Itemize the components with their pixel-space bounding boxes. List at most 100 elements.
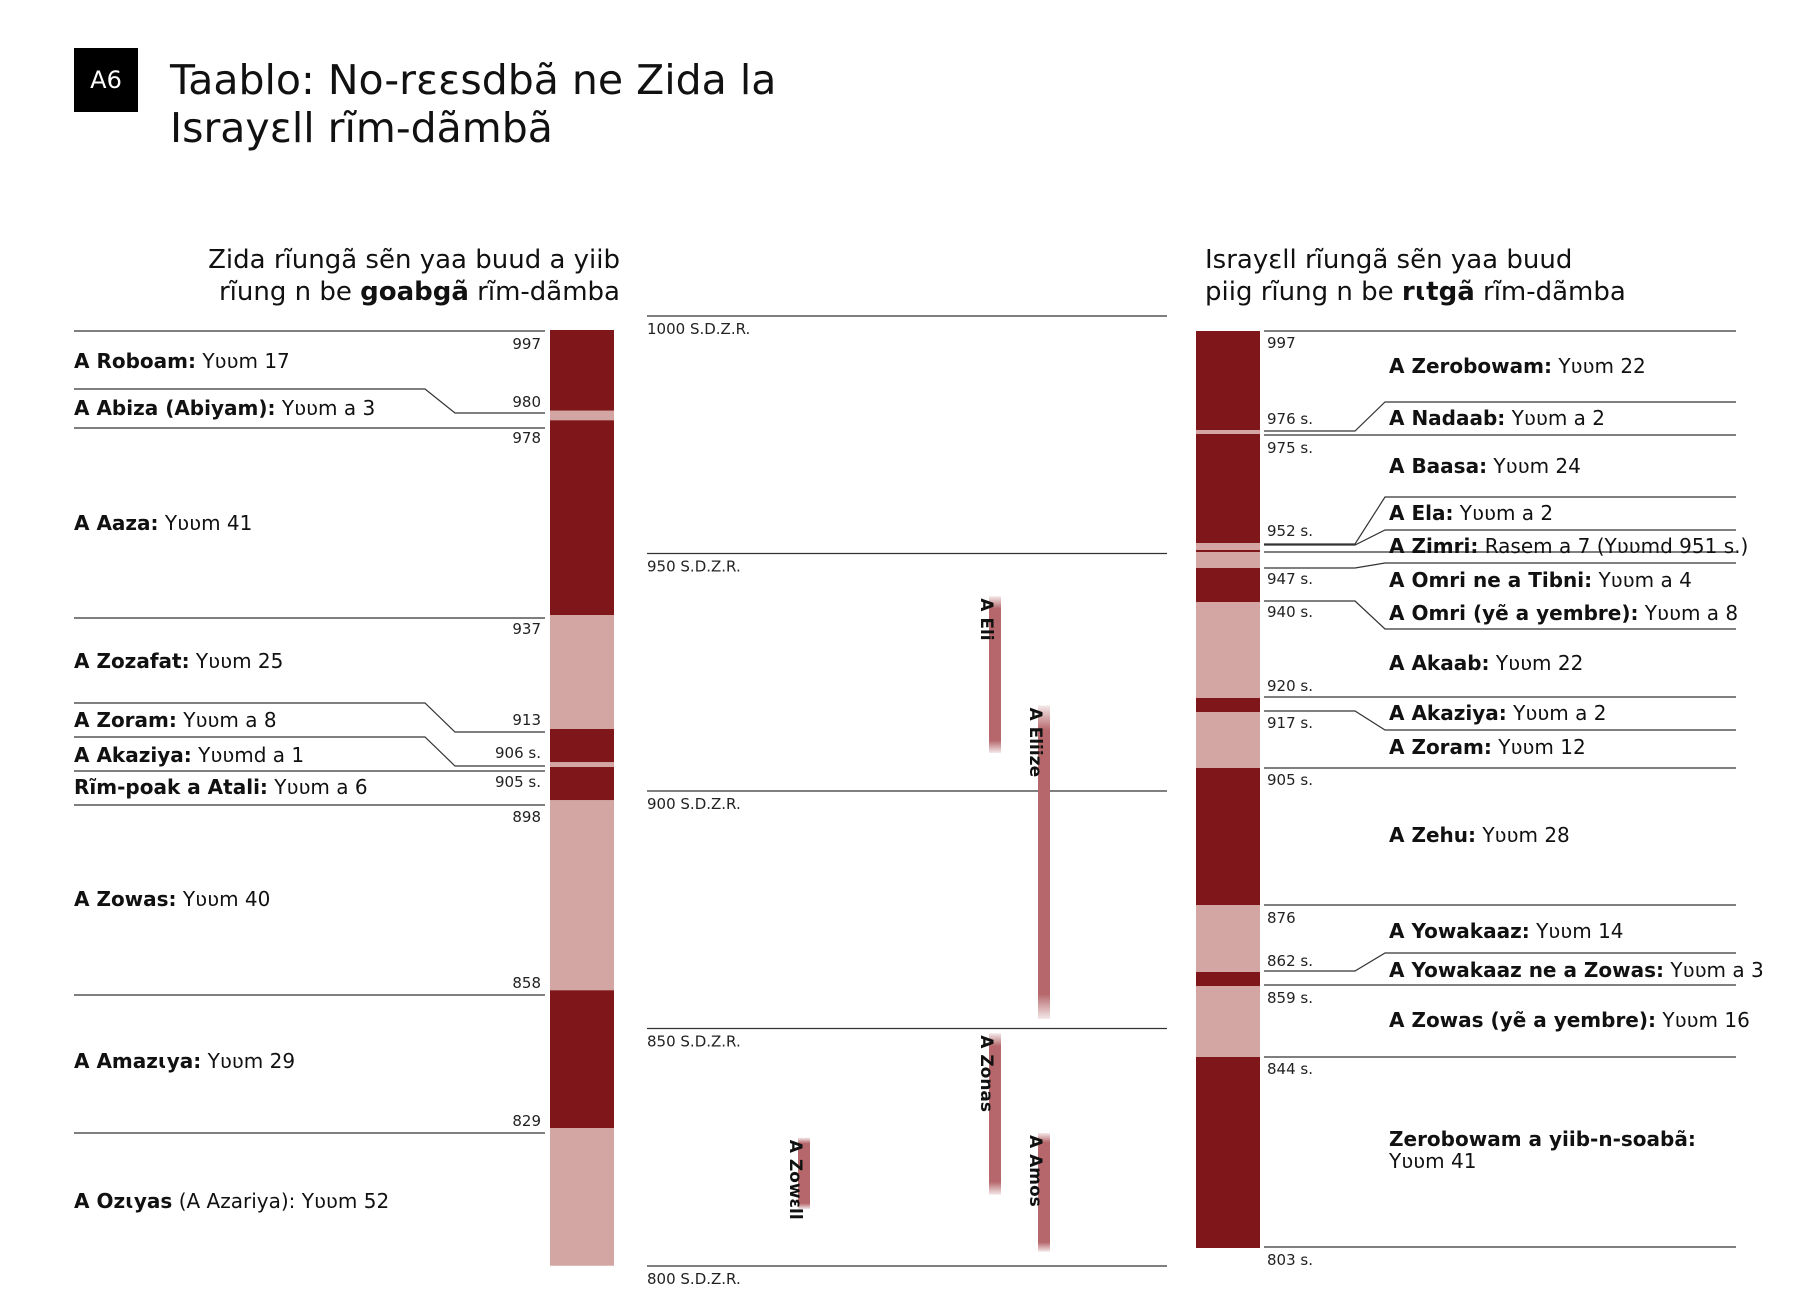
king-label-zerobowam-a-yiib-n-soab: Zerobowam a yiib-n-soabã: Yʋʋm 41 [1388,1127,1696,1173]
judah-header-line-1: Zida rĩungã sẽn yaa buud a yiib [208,245,620,275]
reign-length: Yʋʋm 29 [201,1049,295,1073]
judah-reign-bar-a-aaza [550,420,614,615]
king-name: A Abiza (Abiyam): [74,396,276,420]
year-label: 975 s. [1267,439,1313,457]
timeline-year-label: 900 S.D.Z.R. [647,795,741,813]
year-label: 906 s. [495,744,541,762]
year-label: 940 s. [1267,603,1313,621]
reign-length: Yʋʋm 24 [1487,454,1581,478]
year-label: 937 [512,620,541,638]
king-name: A Zerobowam: [1389,354,1552,378]
reign-length: Yʋʋm 28 [1476,823,1570,847]
timeline-year-label: 1000 S.D.Z.R. [647,320,750,338]
reign-length: Yʋʋm 17 [196,349,290,373]
prophet-bar-a-eli [989,596,1001,753]
king-label-a-akaab: A Akaab: Yʋʋm 22 [1389,651,1583,675]
year-label: 905 s. [495,773,541,791]
reign-length: Yʋʋm a 3 [276,396,376,420]
king-name: A Ozɩyas [74,1189,172,1213]
judah-header-line-2: rĩung n be goabgã rĩm-dãmba [208,276,620,308]
israel-reign-bar-a-yowakaaz-ne-a-zowas [1196,972,1260,986]
year-label: 829 [512,1112,541,1130]
reign-length: Yʋʋm a 3 [1664,958,1764,982]
israel-reign-bar-a-nadaab [1196,430,1260,434]
reign-length: Yʋʋm 40 [177,887,271,911]
reign-length: Yʋʋm 41 [159,511,253,535]
israel-reign-bar-a-baasa [1196,434,1260,543]
king-label-a-roboam: A Roboam: Yʋʋm 17 [74,349,290,373]
king-name: A Ela: [1389,501,1453,525]
judah-reign-bar-r-m-poak-a-atali [550,767,614,801]
king-label-a-akaziya: A Akaziya: Yʋʋmd a 1 [74,743,304,767]
king-label-a-omri-ne-a-tibni: A Omri ne a Tibni: Yʋʋm a 4 [1389,568,1692,592]
israel-bracket-940 [1264,600,1736,630]
judah-reign-bar-a-zowas [550,800,614,991]
israel-reign-bar-a-akaziya [1196,698,1260,712]
reign-length: Yʋʋm 14 [1530,919,1624,943]
israel-reign-bar-a-yowakaaz [1196,905,1260,972]
israel-reign-bar-a-zehu [1196,768,1260,905]
reign-length: Yʋʋm 25 [190,649,284,673]
reign-length: (A Azariya): Yʋʋm 52 [172,1189,389,1213]
israel-reign-bar-a-akaab [1196,602,1260,698]
king-name: A Zoram: [1389,735,1492,759]
king-name: A Amazɩya: [74,1049,201,1073]
page-title-line-1: Taablo: No-rεεsdbã ne Zida la [170,56,777,104]
king-label-a-aaza: A Aaza: Yʋʋm 41 [74,511,252,535]
year-label: 978 [512,429,541,447]
judah-header-post: rĩm-dãmba [468,277,620,307]
judah-reign-bar-a-akaziya [550,762,614,767]
judah-header-bold: goabgã [360,277,469,307]
king-name: A Zehu: [1389,823,1476,847]
page-title-line-2: Israyεll rĩm-dãmbã [170,104,553,152]
king-name: A Zoram: [74,708,177,732]
israel-reign-bar-a-zerobowam [1196,331,1260,430]
king-label-a-zerobowam: A Zerobowam: Yʋʋm 22 [1389,354,1646,378]
reign-length: Yʋʋm a 6 [268,775,368,799]
year-label: 803 s. [1267,1251,1313,1269]
king-label-a-zowas-y-a-yembre: A Zowas (yẽ a yembre): Yʋʋm 16 [1389,1008,1750,1032]
king-label-a-yowakaaz-ne-a-zowas: A Yowakaaz ne a Zowas: Yʋʋm a 3 [1389,958,1764,982]
judah-column-header: Zida rĩungã sẽn yaa buud a yiib rĩung n … [208,244,620,308]
reign-length: Yʋʋm 22 [1490,651,1584,675]
king-label-a-akaziya: A Akaziya: Yʋʋm a 2 [1389,701,1606,725]
prophet-label-a-zonas: A Zonas [976,1035,996,1112]
king-name: A Zimri: [1389,534,1478,558]
year-label: 913 [512,711,541,729]
king-name: A Akaab: [1389,651,1490,675]
king-name: A Yowakaaz ne a Zowas: [1389,958,1664,982]
king-name: A Baasa: [1389,454,1487,478]
year-label: 947 s. [1267,570,1313,588]
king-label-a-zimri: A Zimri: Rasem a 7 (Yʋʋmd 951 s.) [1389,534,1748,558]
year-label: 898 [512,808,541,826]
israel-bracket-976 [1264,401,1736,432]
king-name: A Zowas: [74,887,177,911]
judah-reign-bar-a-zoram [550,729,614,763]
year-label: 859 s. [1267,989,1313,1007]
israel-header-post: rĩm-dãmba [1474,277,1626,307]
year-label: 952 s. [1267,522,1313,540]
israel-reign-bar-a-omri-ne-a-tibni [1196,552,1260,568]
king-label-a-ela: A Ela: Yʋʋm a 2 [1389,501,1553,525]
timeline-year-label: 850 S.D.Z.R. [647,1033,741,1051]
timeline-year-label: 950 S.D.Z.R. [647,558,741,576]
judah-bracket-913 [74,702,545,733]
israel-bracket-947 [1264,562,1736,569]
king-label-a-zehu: A Zehu: Yʋʋm 28 [1389,823,1570,847]
year-label: 980 [512,393,541,411]
prophet-bar-a-zonas [989,1033,1001,1195]
reign-length: Yʋʋm 16 [1656,1008,1750,1032]
judah-kings-column: 997 980 978 937 913 906 s. 905 s. 898 858 829 A Ro… [74,330,614,1266]
reign-length: Yʋʋm 12 [1492,735,1586,759]
king-label-a-baasa: A Baasa: Yʋʋm 24 [1389,454,1581,478]
king-name: A Roboam: [74,349,196,373]
reign-length: Yʋʋm a 2 [1505,406,1605,430]
king-name: Rĩm-poak a Atali: [74,775,268,799]
king-label-a-zoram: A Zoram: Yʋʋm a 8 [74,708,277,732]
israel-bracket-917 [1264,710,1736,731]
prophet-label-a-zow-ll: A Zowεll [785,1140,805,1220]
king-label-a-zozafat: A Zozafat: Yʋʋm 25 [74,649,283,673]
judah-reign-bar-a-zozafat [550,615,614,729]
king-name: A Akaziya: [74,743,192,767]
